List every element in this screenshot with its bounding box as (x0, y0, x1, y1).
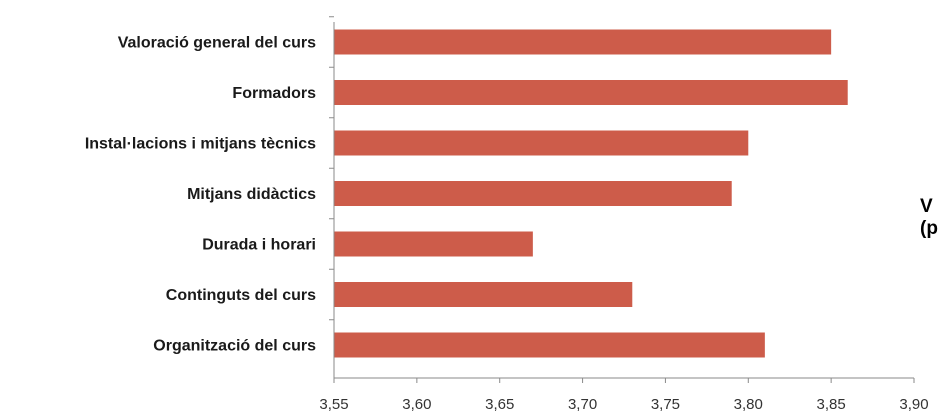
x-tick-label: 3,75 (651, 396, 680, 413)
x-tick-label: 3,55 (319, 396, 348, 413)
bar (334, 332, 765, 358)
x-tick-label: 3,85 (817, 396, 846, 413)
bars-group (334, 29, 848, 358)
category-labels: Valoració general del curs Formadors Insta… (85, 35, 316, 355)
side-label: V (p (920, 196, 938, 240)
category-label: Mitjans didàctics (187, 186, 316, 203)
side-label-line2: (p (920, 218, 938, 239)
category-label: Continguts del curs (166, 287, 316, 304)
x-tick-label: 3,60 (402, 396, 431, 413)
category-label: Durada i horari (202, 237, 316, 254)
bar (334, 181, 732, 206)
x-tick-label: 3,70 (568, 396, 597, 413)
category-label: Formadors (232, 85, 316, 102)
category-label: Instal·lacions i mitjans tècnics (85, 136, 316, 153)
x-tick-labels: 3,55 3,60 3,65 3,70 3,75 3,80 3,85 3,90 (319, 396, 928, 413)
bar (334, 130, 749, 156)
category-label: Valoració general del curs (118, 35, 316, 52)
bar (334, 29, 832, 55)
side-label-line1: V (920, 196, 933, 217)
category-label: Organització del curs (153, 338, 316, 355)
bar (334, 282, 633, 307)
axes-group (329, 16, 915, 383)
x-tick-label: 3,65 (485, 396, 514, 413)
x-tick-label: 3,90 (899, 396, 928, 413)
bar (334, 231, 533, 257)
bar (334, 80, 848, 105)
x-tick-label: 3,80 (734, 396, 763, 413)
